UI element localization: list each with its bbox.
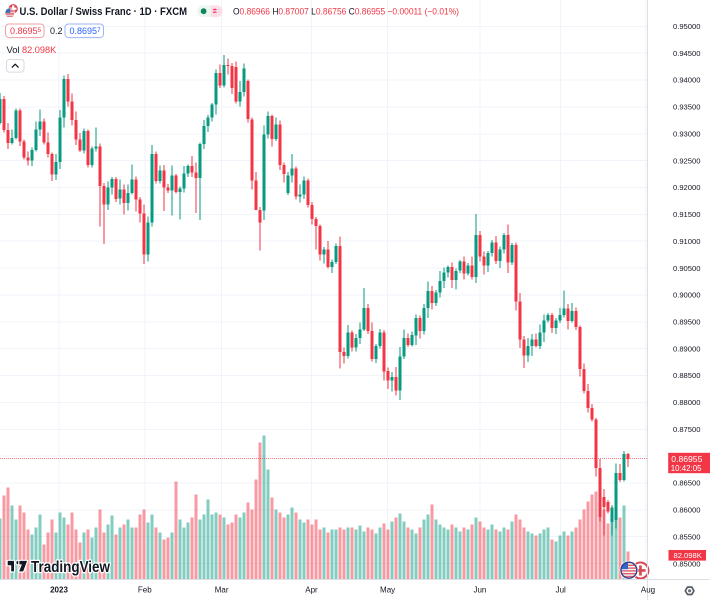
svg-text:Apr: Apr [305,586,318,595]
svg-text:0.87500: 0.87500 [673,425,700,434]
svg-text:0.90500: 0.90500 [673,264,700,273]
svg-text:0.92500: 0.92500 [673,156,700,165]
svg-text:0.95000: 0.95000 [673,22,700,31]
svg-text:0.90000: 0.90000 [673,291,700,300]
svg-text:0.85000: 0.85000 [673,559,700,568]
svg-text:82.098K: 82.098K [22,45,57,55]
svg-text:10:42:05: 10:42:05 [671,464,702,473]
svg-text:Vol: Vol [7,44,20,55]
svg-text:0.86000: 0.86000 [673,506,700,515]
svg-text:Jul: Jul [556,586,566,595]
svg-text:Jun: Jun [473,586,486,595]
svg-text:0.89500: 0.89500 [673,318,700,327]
svg-text:0.85500: 0.85500 [673,532,700,541]
svg-text:0.86500: 0.86500 [673,479,700,488]
svg-text:TradingView: TradingView [31,559,111,576]
svg-text:82.098K: 82.098K [674,551,702,560]
svg-text:0.93000: 0.93000 [673,130,700,139]
svg-text:0.89000: 0.89000 [673,344,700,353]
svg-text:O0.86966 H0.87007 L0.86756 C0.: O0.86966 H0.87007 L0.86756 C0.86955 −0.0… [233,6,459,17]
svg-text:0.86955: 0.86955 [671,454,702,464]
svg-text:0.91500: 0.91500 [673,210,700,219]
svg-text:Feb: Feb [138,586,152,595]
svg-text:0.94000: 0.94000 [673,76,700,85]
svg-text:0.93500: 0.93500 [673,103,700,112]
svg-text:Mar: Mar [215,586,229,595]
svg-text:0.91000: 0.91000 [673,237,700,246]
svg-text:0.92000: 0.92000 [673,183,700,192]
svg-text:0.88000: 0.88000 [673,398,700,407]
svg-text:May: May [380,586,395,595]
svg-text:0.86957: 0.86957 [70,26,102,36]
svg-text:Aug: Aug [641,586,655,595]
svg-text:0.2: 0.2 [50,26,63,36]
svg-text:0.94500: 0.94500 [673,49,700,58]
svg-text:U.S. Dollar / Swiss Franc · 1D: U.S. Dollar / Swiss Franc · 1D · FXCM [20,6,188,18]
svg-text:0.86955: 0.86955 [10,26,42,36]
svg-text:0.88500: 0.88500 [673,371,700,380]
svg-text:2023: 2023 [50,586,68,595]
